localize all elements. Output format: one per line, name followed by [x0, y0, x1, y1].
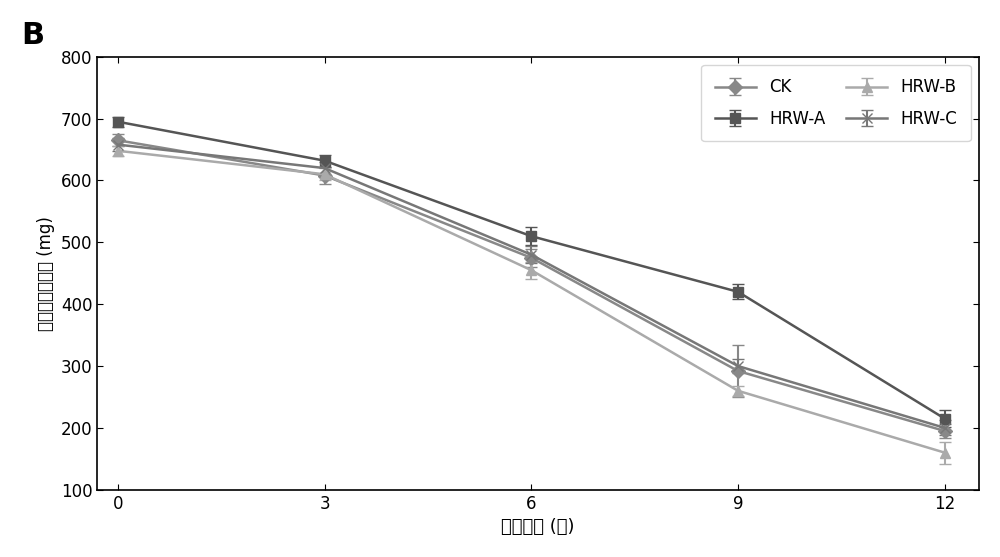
- Y-axis label: 子实体菌盖硬度 (mg): 子实体菌盖硬度 (mg): [37, 216, 55, 331]
- X-axis label: 冷藏时间 (天): 冷藏时间 (天): [501, 518, 575, 536]
- Text: B: B: [21, 21, 44, 50]
- Legend: CK, HRW-A, HRW-B, HRW-C: CK, HRW-A, HRW-B, HRW-C: [701, 65, 971, 141]
